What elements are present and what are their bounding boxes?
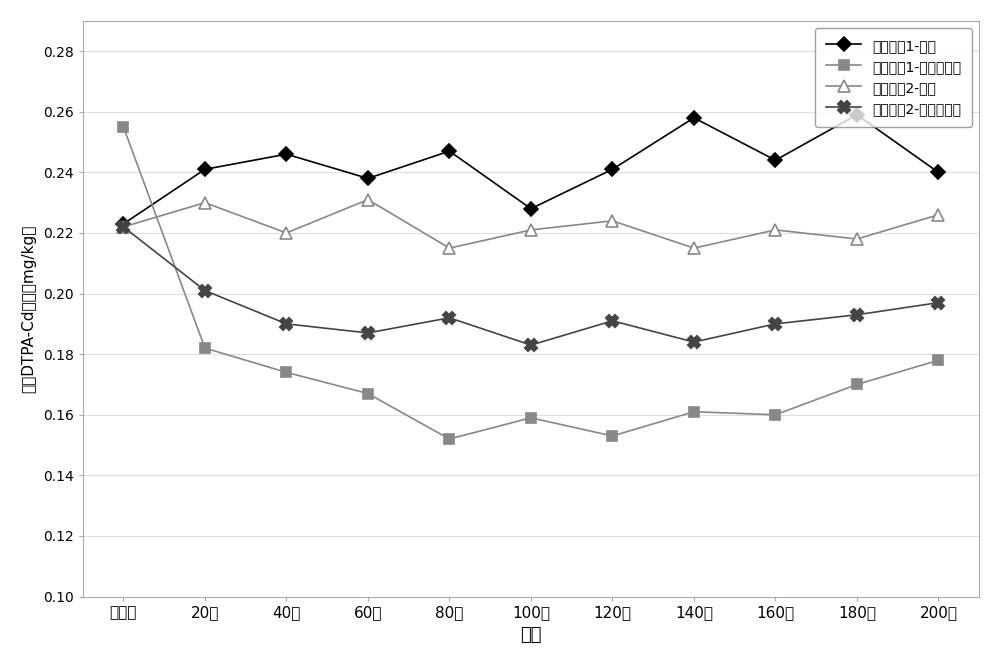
污染土壤2-对照 (688, 244, 700, 252)
污染土壤1-钝化修复剂 (606, 432, 618, 440)
Line: 污染土壤2-钝化修复剂: 污染土壤2-钝化修复剂 (117, 221, 945, 351)
污染土壤2-对照 (932, 211, 944, 219)
污染土壤2-对照 (525, 226, 537, 234)
污染土壤2-钝化修复剂 (525, 341, 537, 349)
污染土壤2-钝化修复剂 (688, 338, 700, 346)
污染土壤1-钝化修复剂 (117, 123, 129, 131)
Legend: 污染土壤1-对照, 污染土壤1-钝化修复剂, 污染土壤2-对照, 污染土壤2-钝化修复剂: 污染土壤1-对照, 污染土壤1-钝化修复剂, 污染土壤2-对照, 污染土壤2-钝… (815, 28, 972, 127)
污染土壤2-钝化修复剂 (769, 320, 781, 328)
污染土壤2-对照 (443, 244, 455, 252)
污染土壤1-钝化修复剂 (932, 356, 944, 364)
污染土壤1-对照 (280, 150, 292, 158)
污染土壤2-钝化修复剂 (280, 320, 292, 328)
Line: 污染土壤2-对照: 污染土壤2-对照 (117, 194, 945, 254)
污染土壤2-钝化修复剂 (117, 223, 129, 231)
污染土壤2-钝化修复剂 (199, 287, 211, 295)
污染土壤1-钝化修复剂 (199, 344, 211, 352)
污染土壤2-对照 (280, 229, 292, 237)
污染土壤1-对照 (117, 220, 129, 228)
污染土壤1-对照 (932, 168, 944, 176)
污染土壤1-钝化修复剂 (688, 408, 700, 416)
污染土壤2-对照 (769, 226, 781, 234)
污染土壤1-对照 (688, 114, 700, 122)
污染土壤1-钝化修复剂 (769, 411, 781, 419)
污染土壤2-对照 (606, 217, 618, 225)
污染土壤1-钝化修复剂 (525, 414, 537, 422)
污染土壤2-对照 (117, 223, 129, 231)
Line: 污染土壤1-钝化修复剂: 污染土壤1-钝化修复剂 (119, 122, 943, 444)
污染土壤1-对照 (199, 166, 211, 174)
污染土壤1-对照 (769, 156, 781, 164)
污染土壤1-钝化修复剂 (851, 380, 863, 388)
污染土壤1-钝化修复剂 (280, 368, 292, 376)
污染土壤2-对照 (851, 235, 863, 243)
污染土壤2-钝化修复剂 (932, 299, 944, 307)
X-axis label: 时间: 时间 (520, 626, 542, 644)
污染土壤1-对照 (525, 205, 537, 213)
污染土壤1-对照 (851, 111, 863, 119)
污染土壤1-钝化修复剂 (362, 390, 374, 398)
污染土壤2-钝化修复剂 (606, 317, 618, 325)
污染土壤2-对照 (362, 196, 374, 203)
污染土壤2-钝化修复剂 (443, 314, 455, 322)
污染土壤1-对照 (443, 147, 455, 155)
Y-axis label: 土壤DTPA-Cd含量（mg/kg）: 土壤DTPA-Cd含量（mg/kg） (21, 225, 36, 393)
Line: 污染土壤1-对照: 污染土壤1-对照 (119, 110, 943, 229)
污染土壤2-对照 (199, 199, 211, 207)
污染土壤1-对照 (362, 174, 374, 182)
污染土壤2-钝化修复剂 (851, 311, 863, 319)
污染土壤1-对照 (606, 166, 618, 174)
污染土壤1-钝化修复剂 (443, 435, 455, 443)
污染土壤2-钝化修复剂 (362, 329, 374, 337)
